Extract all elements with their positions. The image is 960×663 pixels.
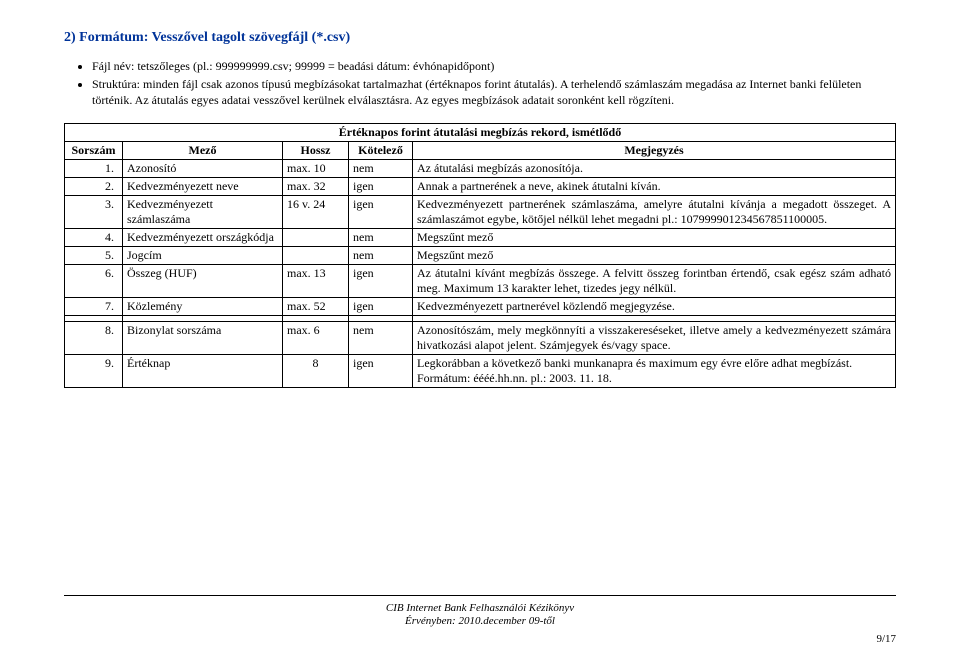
cell-megjegyzes: Kedvezményezett partnerének számlaszáma,… [413,195,896,228]
cell-hossz: max. 32 [283,177,349,195]
cell-mezo: Értéknap [123,354,283,387]
cell-hossz: max. 6 [283,321,349,354]
cell-kotelezo: igen [349,297,413,315]
cell-hossz: 16 v. 24 [283,195,349,228]
cell-megjegyzes: Legkorábban a következő banki munkanapra… [413,354,896,387]
cell-hossz: max. 10 [283,159,349,177]
table-row: 8. Bizonylat sorszáma max. 6 nem Azonosí… [65,321,896,354]
cell-kotelezo: igen [349,264,413,297]
cell-megjegyzes: Kedvezményezett partnerével közlendő meg… [413,297,896,315]
cell-sorszam: 6. [65,264,123,297]
cell-hossz [283,228,349,246]
cell-hossz: max. 13 [283,264,349,297]
footer-title: CIB Internet Bank Felhasználói Kézikönyv [386,602,574,614]
cell-sorszam: 2. [65,177,123,195]
cell-hossz: 8 [283,354,349,387]
cell-sorszam: 9. [65,354,123,387]
cell-megjegyzes: Az átutalási megbízás azonosítója. [413,159,896,177]
cell-sorszam: 1. [65,159,123,177]
table-row: 1. Azonosító max. 10 nem Az átutalási me… [65,159,896,177]
cell-mezo: Közlemény [123,297,283,315]
col-header-sorszam: Sorszám [65,141,123,159]
table-row: 7. Közlemény max. 52 igen Kedvezményezet… [65,297,896,315]
cell-megjegyzes: Annak a partnerének a neve, akinek átuta… [413,177,896,195]
cell-mezo: Azonosító [123,159,283,177]
bullet-list: Fájl név: tetszőleges (pl.: 999999999.cs… [92,58,896,109]
cell-sorszam: 8. [65,321,123,354]
cell-hossz [283,246,349,264]
bullet-item: Fájl név: tetszőleges (pl.: 999999999.cs… [92,58,896,74]
cell-kotelezo: igen [349,177,413,195]
table-row: 9. Értéknap 8 igen Legkorábban a követke… [65,354,896,387]
col-header-hossz: Hossz [283,141,349,159]
cell-mezo: Kedvezményezett országkódja [123,228,283,246]
col-header-megjegyzes: Megjegyzés [413,141,896,159]
cell-mezo: Kedvezményezett számlaszáma [123,195,283,228]
cell-sorszam: 7. [65,297,123,315]
cell-mezo: Bizonylat sorszáma [123,321,283,354]
page-footer: CIB Internet Bank Felhasználói Kézikönyv… [64,595,896,646]
col-header-kotelezo: Kötelező [349,141,413,159]
cell-kotelezo: igen [349,354,413,387]
record-table: Értéknapos forint átutalási megbízás rek… [64,123,896,388]
cell-megjegyzes: Megszűnt mező [413,246,896,264]
table-title: Értéknapos forint átutalási megbízás rek… [65,123,896,141]
table-row: 3. Kedvezményezett számlaszáma 16 v. 24 … [65,195,896,228]
cell-mezo: Jogcím [123,246,283,264]
cell-hossz: max. 52 [283,297,349,315]
section-heading: 2) Formátum: Vesszővel tagolt szövegfájl… [64,30,896,46]
cell-megjegyzes: Megszűnt mező [413,228,896,246]
page-number: 9/17 [64,633,896,645]
cell-megjegyzes: Az átutalni kívánt megbízás összege. A f… [413,264,896,297]
cell-sorszam: 3. [65,195,123,228]
table-row: 5. Jogcím nem Megszűnt mező [65,246,896,264]
cell-mezo: Összeg (HUF) [123,264,283,297]
cell-kotelezo: igen [349,195,413,228]
cell-kotelezo: nem [349,228,413,246]
footer-divider [64,595,896,596]
cell-kotelezo: nem [349,246,413,264]
table-row: 6. Összeg (HUF) max. 13 igen Az átutalni… [65,264,896,297]
cell-kotelezo: nem [349,159,413,177]
table-row: 4. Kedvezményezett országkódja nem Megsz… [65,228,896,246]
col-header-mezo: Mező [123,141,283,159]
cell-megjegyzes: Azonosítószám, mely megkönnyíti a vissza… [413,321,896,354]
bullet-item: Struktúra: minden fájl csak azonos típus… [92,76,896,108]
cell-sorszam: 4. [65,228,123,246]
table-row: 2. Kedvezményezett neve max. 32 igen Ann… [65,177,896,195]
cell-sorszam: 5. [65,246,123,264]
cell-mezo: Kedvezményezett neve [123,177,283,195]
footer-validity: Érvényben: 2010.december 09-től [405,615,555,627]
cell-kotelezo: nem [349,321,413,354]
